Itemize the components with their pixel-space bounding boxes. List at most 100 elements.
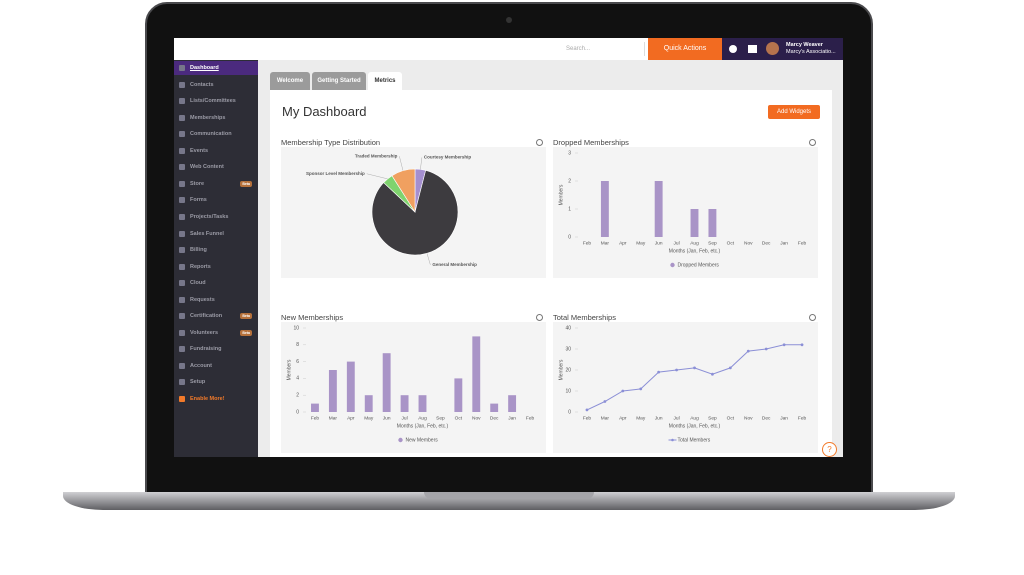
- pie-label: General Membership: [432, 262, 477, 267]
- sidebar-item[interactable]: Setup: [174, 375, 258, 389]
- sidebar-item[interactable]: Enable More!: [174, 392, 258, 406]
- sidebar-icon: [179, 379, 185, 386]
- sidebar-item[interactable]: Communication: [174, 127, 258, 141]
- widget-settings[interactable]: [809, 139, 816, 146]
- sidebar-item[interactable]: Volunteers Beta: [174, 326, 258, 340]
- pie-label: Traded Membership: [355, 153, 398, 158]
- laptop-notch: [424, 492, 594, 499]
- sidebar-item[interactable]: Account: [174, 359, 258, 373]
- chart: Courtesy Membership General Membership Spo…: [281, 147, 546, 278]
- sidebar-label: Contacts: [190, 81, 214, 88]
- legend-swatch: [671, 438, 674, 442]
- x-tick-label: Jul: [402, 415, 408, 421]
- y-tick-label: 10: [565, 388, 571, 394]
- y-tick-label: 1: [568, 206, 571, 212]
- y-tick-label: 2: [568, 178, 571, 184]
- bar: [364, 395, 373, 412]
- sidebar-icon: [179, 346, 185, 353]
- leader-line: [399, 156, 404, 171]
- x-tick-label: Mar: [329, 415, 338, 421]
- legend-swatch: [398, 437, 403, 443]
- widget-title: Dropped Memberships: [553, 138, 629, 147]
- point: [585, 408, 589, 412]
- widget-settings[interactable]: [536, 139, 543, 146]
- notifications-icon[interactable]: [748, 45, 757, 53]
- leader-line: [420, 157, 423, 170]
- bar: [382, 353, 391, 412]
- tab[interactable]: Welcome: [270, 72, 310, 90]
- point: [603, 400, 607, 403]
- sidebar-label: Requests: [190, 296, 215, 303]
- sidebar: Dashboard Contacts Lists/Committees Members…: [174, 60, 258, 457]
- x-tick-label: Aug: [418, 415, 427, 421]
- legend-label: Dropped Members: [678, 262, 720, 268]
- bar: [708, 209, 717, 237]
- x-axis-title: Months (Jan, Feb, etc.): [669, 423, 721, 429]
- sidebar-item[interactable]: Reports: [174, 260, 258, 274]
- sidebar-icon: [179, 296, 185, 303]
- bar: [690, 209, 699, 237]
- widget-settings[interactable]: [809, 314, 816, 321]
- sidebar-label: Cloud: [190, 280, 206, 287]
- sidebar-item[interactable]: Fundraising: [174, 342, 258, 356]
- add-widgets-button[interactable]: Add Widgets: [768, 105, 820, 119]
- x-tick-label: Mar: [601, 415, 610, 421]
- sidebar-icon: [179, 313, 185, 320]
- sidebar-badge: Beta: [240, 313, 252, 320]
- tab[interactable]: Metrics: [368, 72, 402, 90]
- point: [764, 347, 768, 351]
- sidebar-label: Web Content: [190, 164, 224, 171]
- point: [639, 387, 643, 391]
- sidebar-item[interactable]: Billing: [174, 243, 258, 257]
- help-button[interactable]: ?: [822, 442, 837, 457]
- sidebar-label: Lists/Committees: [190, 98, 236, 105]
- widget-title: Membership Type Distribution: [281, 138, 381, 147]
- bar: [508, 395, 517, 412]
- x-tick-label: Oct: [727, 240, 735, 246]
- avatar[interactable]: [766, 42, 779, 55]
- y-tick-label: 0: [568, 234, 571, 240]
- bar: [400, 395, 409, 412]
- user-name[interactable]: Marcy Weaver: [786, 42, 823, 48]
- sidebar-item[interactable]: Contacts: [174, 78, 258, 92]
- sidebar-item[interactable]: Requests: [174, 293, 258, 307]
- sidebar-item[interactable]: Memberships: [174, 111, 258, 125]
- sidebar-item[interactable]: Events: [174, 144, 258, 158]
- quick-actions-button[interactable]: Quick Actions: [648, 38, 722, 60]
- sidebar-icon: [179, 280, 185, 287]
- sidebar-item[interactable]: Certification Beta: [174, 309, 258, 323]
- sidebar-item[interactable]: Store Beta: [174, 177, 258, 191]
- pie-label: Courtesy Membership: [424, 155, 472, 160]
- y-tick-label: 6: [296, 359, 299, 365]
- x-tick-label: Oct: [455, 415, 463, 421]
- x-tick-label: Sep: [436, 415, 445, 421]
- sidebar-item[interactable]: Forms: [174, 193, 258, 207]
- y-axis-title: Members: [558, 359, 564, 380]
- y-tick-label: 0: [568, 409, 571, 415]
- point: [728, 366, 732, 370]
- x-tick-label: May: [364, 415, 374, 421]
- tab[interactable]: Getting Started: [312, 72, 366, 90]
- sidebar-item[interactable]: Cloud: [174, 276, 258, 290]
- sidebar-icon: [179, 65, 185, 71]
- sidebar-item[interactable]: Projects/Tasks: [174, 210, 258, 224]
- widget-settings[interactable]: [536, 314, 543, 321]
- sidebar-item[interactable]: Web Content: [174, 160, 258, 174]
- x-tick-label: May: [636, 240, 646, 246]
- x-tick-label: Jul: [674, 415, 680, 421]
- sidebar-item[interactable]: Sales Funnel: [174, 227, 258, 241]
- search-input[interactable]: Search...: [560, 42, 645, 56]
- x-tick-label: Jun: [655, 240, 663, 246]
- sidebar-badge: Beta: [240, 329, 252, 336]
- y-tick-label: 0: [296, 409, 299, 415]
- globe-icon[interactable]: [729, 45, 737, 53]
- x-tick-label: Aug: [690, 240, 699, 246]
- x-tick-label: Feb: [798, 240, 807, 246]
- sidebar-item[interactable]: Dashboard: [174, 61, 258, 75]
- x-tick-label: Feb: [798, 415, 807, 421]
- pie-label: Sponsor Level Membership: [306, 171, 365, 176]
- sidebar-item[interactable]: Lists/Committees: [174, 94, 258, 108]
- x-tick-label: Sep: [708, 240, 717, 246]
- x-tick-label: Sep: [708, 415, 717, 421]
